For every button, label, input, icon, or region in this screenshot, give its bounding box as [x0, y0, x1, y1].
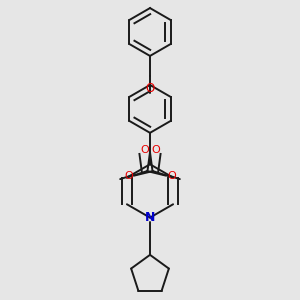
Text: O: O — [167, 170, 176, 181]
Text: O: O — [140, 145, 149, 155]
Text: O: O — [151, 145, 160, 155]
Text: N: N — [145, 211, 155, 224]
Text: O: O — [124, 170, 133, 181]
Text: O: O — [146, 82, 154, 95]
